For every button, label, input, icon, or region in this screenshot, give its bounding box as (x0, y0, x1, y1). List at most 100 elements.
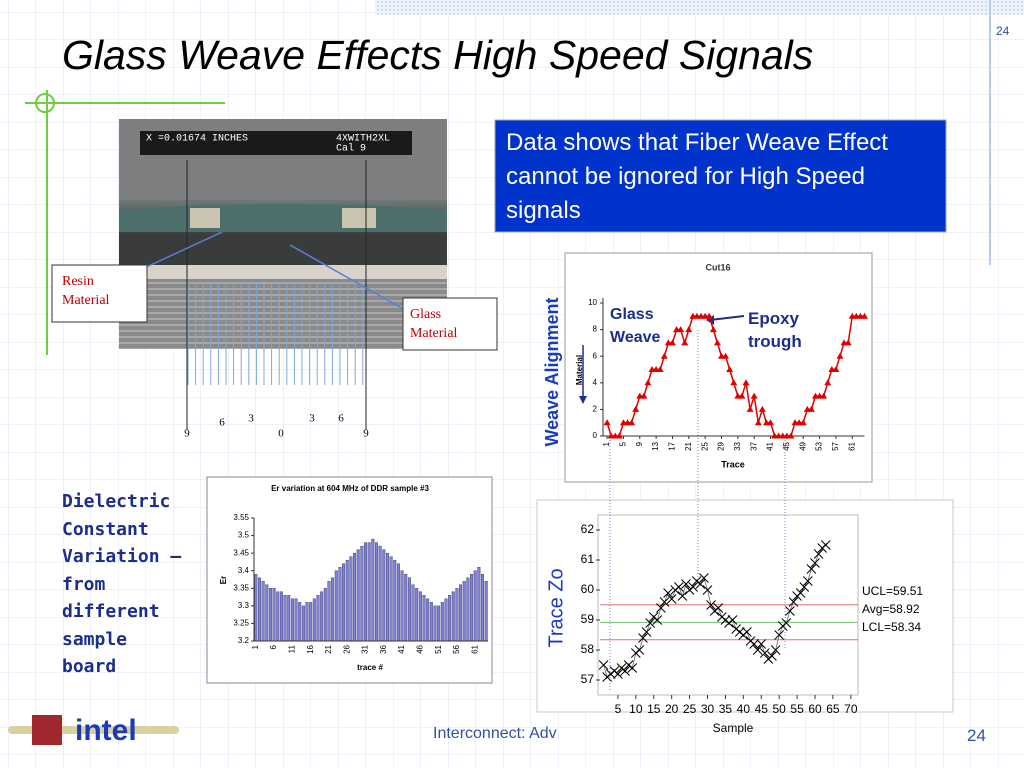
x-tick-label: 31 (361, 644, 370, 653)
bar (345, 559, 349, 642)
x-tick-label: 56 (452, 644, 461, 653)
bar (338, 567, 342, 642)
bar (404, 574, 408, 642)
x-tick-label: 37 (749, 441, 758, 450)
point (652, 615, 663, 625)
x-tick-label: 53 (815, 441, 824, 450)
bar (276, 591, 280, 642)
bar (261, 581, 265, 642)
bar (462, 581, 466, 642)
bar (367, 542, 371, 642)
point (730, 379, 738, 386)
point (702, 585, 713, 595)
point (806, 564, 817, 574)
y-tick-label: 3.4 (238, 566, 250, 575)
x-tick-label: 20 (665, 702, 679, 716)
point (668, 339, 676, 346)
bar (287, 595, 291, 642)
point (628, 419, 636, 426)
point (785, 606, 795, 616)
bar (364, 542, 367, 642)
point (802, 576, 813, 586)
x-tick-label: 21 (324, 644, 333, 653)
bar (294, 598, 298, 642)
scale-number: 0 (278, 428, 284, 440)
bar (459, 584, 463, 642)
x-tick-label: 25 (700, 441, 709, 450)
control-label: UCL=59.51 (862, 584, 923, 598)
page-number: 24 (996, 24, 1010, 38)
point (770, 645, 781, 655)
scale-number: 3 (309, 413, 315, 425)
point (832, 366, 840, 372)
bar (356, 549, 360, 642)
callout-text: Data shows that Fiber Weave Effect canno… (506, 129, 888, 224)
x-tick-label: 26 (342, 644, 351, 653)
bar (378, 545, 382, 642)
y-tick-label: 3.2 (238, 636, 250, 645)
footer: Interconnect: Adv (433, 725, 557, 742)
bar (283, 595, 287, 642)
point (677, 591, 688, 601)
bar (481, 574, 484, 642)
x-tick-label: 46 (415, 644, 424, 653)
x-tick-label: 29 (717, 441, 726, 450)
x-tick-label: 40 (737, 702, 751, 716)
point (722, 352, 730, 359)
bar (437, 605, 441, 642)
y-tick-label: 3.3 (238, 601, 250, 610)
resin-label: Resin Material (62, 274, 110, 308)
point (705, 312, 713, 319)
x-tick-label: 51 (434, 644, 443, 653)
point (666, 594, 677, 604)
bar (327, 581, 331, 642)
point (788, 597, 799, 607)
control-label: Avg=58.92 (862, 602, 920, 616)
bar (258, 577, 261, 642)
y-tick-label: 10 (588, 298, 597, 307)
bar (426, 598, 430, 642)
x-tick-label: 17 (668, 441, 677, 450)
point (660, 352, 668, 359)
micrograph-readout: Cal 9 (336, 143, 366, 155)
scale-number: 3 (248, 413, 254, 425)
scale-number: 9 (184, 428, 190, 440)
bar (320, 591, 324, 642)
point (620, 666, 630, 676)
point (861, 312, 868, 319)
bar (279, 591, 283, 642)
x-tick-label: 25 (683, 702, 697, 716)
series-line (606, 315, 865, 437)
point (659, 597, 670, 607)
point (738, 392, 746, 399)
point (746, 405, 754, 412)
point (713, 603, 724, 613)
bar (382, 549, 386, 642)
x-tick-label: 10 (629, 702, 643, 716)
point (706, 600, 716, 610)
y-tick-label: 3.5 (238, 531, 250, 540)
y-tick-label: 62 (581, 522, 595, 536)
point (774, 630, 785, 640)
x-tick-label: 41 (766, 441, 775, 450)
point (685, 326, 693, 333)
x-tick-label: 61 (847, 441, 856, 450)
bar (349, 556, 353, 642)
point (688, 582, 699, 592)
point (603, 419, 611, 426)
point (656, 366, 664, 372)
x-tick-label: 11 (288, 644, 297, 653)
bar (407, 577, 411, 642)
callout-box (494, 119, 947, 233)
x-tick-label: 15 (647, 702, 661, 716)
bar (305, 602, 309, 642)
micrograph-readout: X =0.01674 INCHES (146, 134, 248, 145)
y-axis-label: Material (575, 355, 584, 385)
bar (331, 577, 335, 642)
bar (353, 552, 357, 642)
bar (309, 602, 313, 642)
x-tick-label: 9 (635, 441, 644, 446)
point (613, 669, 623, 679)
bar (301, 605, 305, 642)
x-tick-label: 30 (701, 702, 715, 716)
